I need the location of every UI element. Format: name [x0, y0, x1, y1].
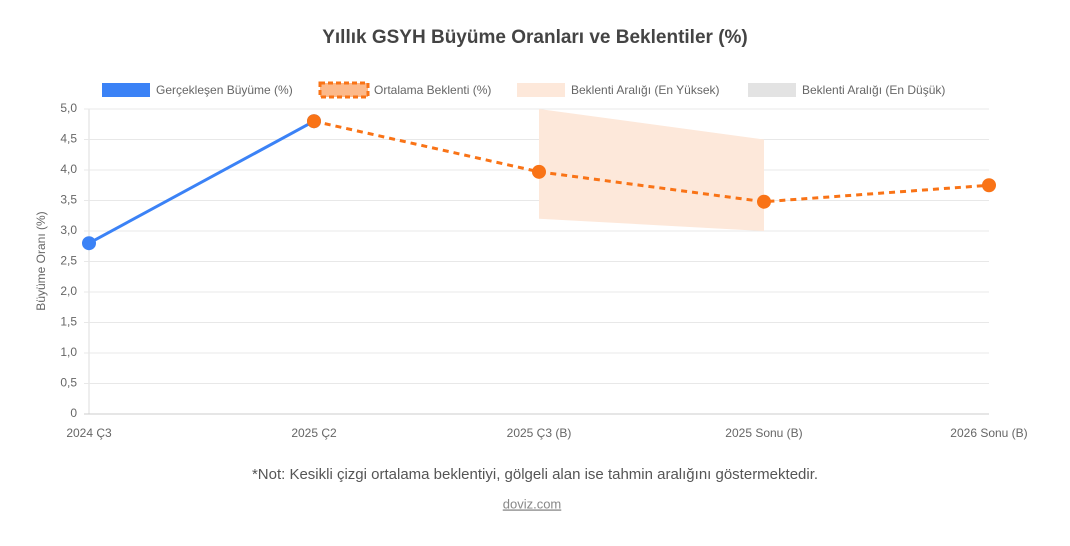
legend-swatch	[517, 83, 565, 97]
x-tick-label: 2025 Sonu (B)	[725, 426, 802, 440]
y-tick-label: 2,0	[60, 284, 77, 298]
x-tick-label: 2025 Ç2	[291, 426, 337, 440]
data-point	[307, 114, 321, 129]
y-tick-label: 4,5	[60, 132, 77, 146]
x-tick-label: 2026 Sonu (B)	[950, 426, 1027, 440]
y-tick-label: 3,5	[60, 193, 77, 207]
legend-label: Beklenti Aralığı (En Yüksek)	[571, 83, 720, 97]
legend-label: Beklenti Aralığı (En Düşük)	[802, 83, 945, 97]
y-tick-label: 3,0	[60, 223, 77, 237]
series-line	[88, 119, 315, 245]
grid	[84, 108, 989, 415]
series-line	[313, 119, 990, 204]
chart-title: Yıllık GSYH Büyüme Oranları ve Beklentil…	[322, 27, 748, 48]
data-point	[82, 236, 96, 251]
y-tick-label: 5,0	[60, 101, 77, 115]
y-tick-label: 4,0	[60, 162, 77, 176]
y-tick-label: 0	[70, 406, 77, 420]
x-tick-label: 2024 Ç3	[66, 426, 112, 440]
source-link[interactable]: doviz.com	[503, 496, 562, 511]
legend-swatch	[102, 83, 150, 97]
data-point	[982, 178, 996, 193]
data-point	[757, 194, 771, 209]
y-axis-label: Büyüme Oranı (%)	[34, 211, 48, 310]
y-tick-label: 1,5	[60, 315, 77, 329]
legend-swatch	[318, 81, 370, 99]
legend-label: Gerçekleşen Büyüme (%)	[156, 83, 293, 97]
x-tick-label: 2025 Ç3 (B)	[507, 426, 572, 440]
y-tick-label: 1,0	[60, 345, 77, 359]
y-tick-label: 0,5	[60, 376, 77, 390]
legend-swatch	[748, 83, 796, 97]
range-band	[539, 109, 764, 231]
note: *Not: Kesikli çizgi ortalama beklentiyi,…	[252, 466, 818, 483]
legend-label: Ortalama Beklenti (%)	[374, 83, 491, 97]
data-point	[532, 164, 546, 179]
y-tick-label: 2,5	[60, 254, 77, 268]
